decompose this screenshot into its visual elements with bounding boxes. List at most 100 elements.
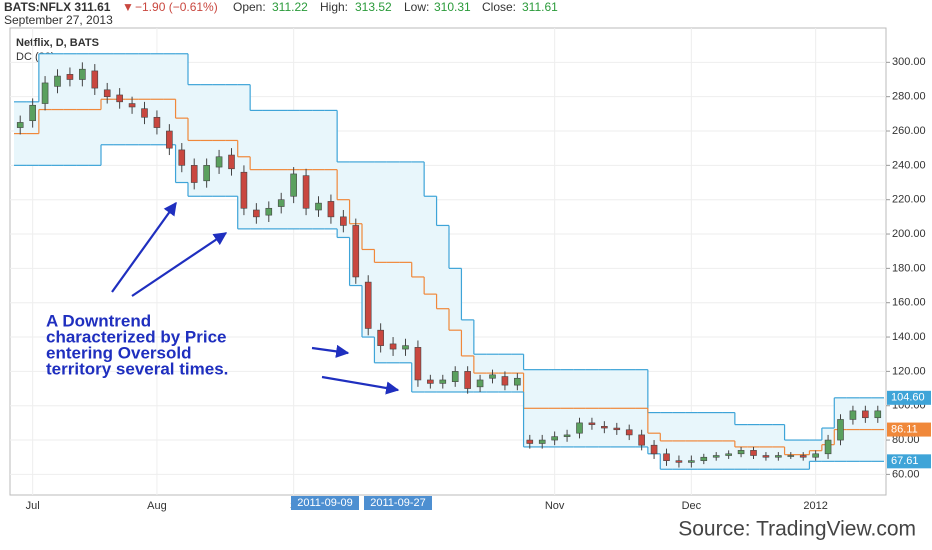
- y-tick-label: 140.00: [892, 331, 926, 343]
- candle-body: [41, 82, 49, 104]
- candle-body: [563, 434, 571, 437]
- candle-body: [166, 130, 173, 149]
- arrow: [111, 201, 177, 293]
- x-tick-label: Jul: [26, 500, 40, 512]
- candle-body: [514, 377, 521, 386]
- candle-body: [29, 104, 36, 122]
- annotation: A Downtrend characterized by Price enter…: [46, 311, 228, 378]
- candle-body: [54, 75, 61, 87]
- candle-body: [240, 171, 248, 209]
- candle-body: [538, 439, 546, 444]
- price-tag: [887, 422, 931, 437]
- candle-body: [103, 89, 111, 97]
- date-tag-label: 2011-09-27: [370, 497, 425, 509]
- candle-body: [787, 455, 795, 457]
- chart-title: Netflix, D, BATS: [16, 37, 99, 49]
- candle-body: [16, 122, 24, 128]
- y-tick-label: 160.00: [892, 297, 926, 309]
- candle-body: [650, 444, 658, 455]
- date-tag-label: 2011-09-09: [297, 497, 352, 509]
- candle-body: [389, 343, 397, 350]
- arrow: ▼: [122, 0, 134, 14]
- y-tick-label: 200.00: [892, 228, 926, 240]
- date: September 27, 2013: [4, 13, 113, 27]
- y-tick-label: 300.00: [892, 56, 926, 68]
- candle-body: [613, 427, 621, 431]
- symbol: BATS:NFLX 311.61: [4, 0, 111, 14]
- candle-body: [91, 70, 99, 89]
- candle-body: [675, 460, 683, 463]
- candle-body: [849, 410, 857, 420]
- date-tag: [291, 496, 359, 510]
- candle-body: [277, 199, 285, 207]
- candle-body: [427, 379, 434, 384]
- price-tag-label: 67.61: [891, 455, 919, 467]
- y-tick-label: 180.00: [892, 262, 926, 274]
- candle-body: [750, 450, 757, 456]
- y-tick-label: 220.00: [892, 194, 926, 206]
- plot: 60.0080.00100.00120.00140.00160.00180.00…: [10, 28, 931, 512]
- candle-body: [737, 450, 745, 455]
- arrow: [321, 375, 400, 395]
- y-tick-label: 80.00: [892, 434, 920, 446]
- y-tick-label: 240.00: [892, 159, 926, 171]
- x-tick-label: Nov: [545, 500, 565, 512]
- candle-body: [489, 374, 496, 379]
- candle-body: [215, 156, 223, 168]
- y-tick-label: 120.00: [892, 365, 926, 377]
- x-tick-label: Aug: [147, 500, 167, 512]
- low: 310.31: [434, 0, 471, 14]
- candle-body: [700, 456, 708, 461]
- price-tag: [887, 390, 931, 405]
- candle-body: [340, 216, 347, 226]
- y-tick-label: 60.00: [892, 468, 920, 480]
- x-tick-label: Dec: [682, 500, 702, 512]
- candle-body: [862, 410, 869, 419]
- candle-body: [725, 453, 732, 456]
- candle-body: [439, 379, 447, 384]
- candle-body: [688, 460, 695, 463]
- candle-body: [190, 165, 198, 183]
- candle-body: [178, 149, 186, 166]
- candle-body: [476, 379, 484, 388]
- candle-body: [116, 94, 123, 103]
- y-tick-label: 260.00: [892, 125, 926, 137]
- arrow: [311, 344, 350, 358]
- candle-body: [812, 453, 819, 458]
- candle-body: [228, 154, 235, 170]
- open: 311.22: [272, 0, 308, 14]
- annotation-line: territory several times.: [46, 359, 228, 378]
- candle-body: [762, 455, 770, 458]
- candle-body: [576, 422, 583, 434]
- candle-body: [451, 371, 459, 382]
- annotation-line: entering Oversold: [46, 343, 191, 362]
- candle-body: [265, 207, 273, 216]
- candle-body: [290, 173, 297, 197]
- candle-body: [824, 439, 832, 455]
- candle-body: [315, 202, 322, 211]
- high: 313.52: [355, 0, 392, 14]
- candle-body: [66, 74, 74, 80]
- annotation-line: A Downtrend: [46, 311, 151, 330]
- candle-body: [128, 103, 136, 108]
- candle-body: [414, 347, 422, 381]
- x-tick-label: 2012: [803, 500, 827, 512]
- candle-body: [153, 116, 161, 128]
- source: Source: TradingView.com: [678, 518, 916, 541]
- candle-body: [601, 426, 608, 429]
- candle-body: [79, 68, 86, 80]
- candle-body: [775, 455, 782, 458]
- candle-body: [837, 419, 844, 441]
- close-label: Close:: [482, 0, 516, 14]
- candle-body: [501, 376, 509, 386]
- candle-body: [526, 439, 534, 444]
- candle-body: [874, 410, 882, 419]
- candle-body: [203, 165, 210, 182]
- candle-body: [663, 453, 670, 461]
- open-label: Open:: [233, 0, 266, 14]
- annotation-line: characterized by Price: [46, 327, 226, 346]
- high-label: High:: [320, 0, 348, 14]
- candle-body: [638, 434, 645, 446]
